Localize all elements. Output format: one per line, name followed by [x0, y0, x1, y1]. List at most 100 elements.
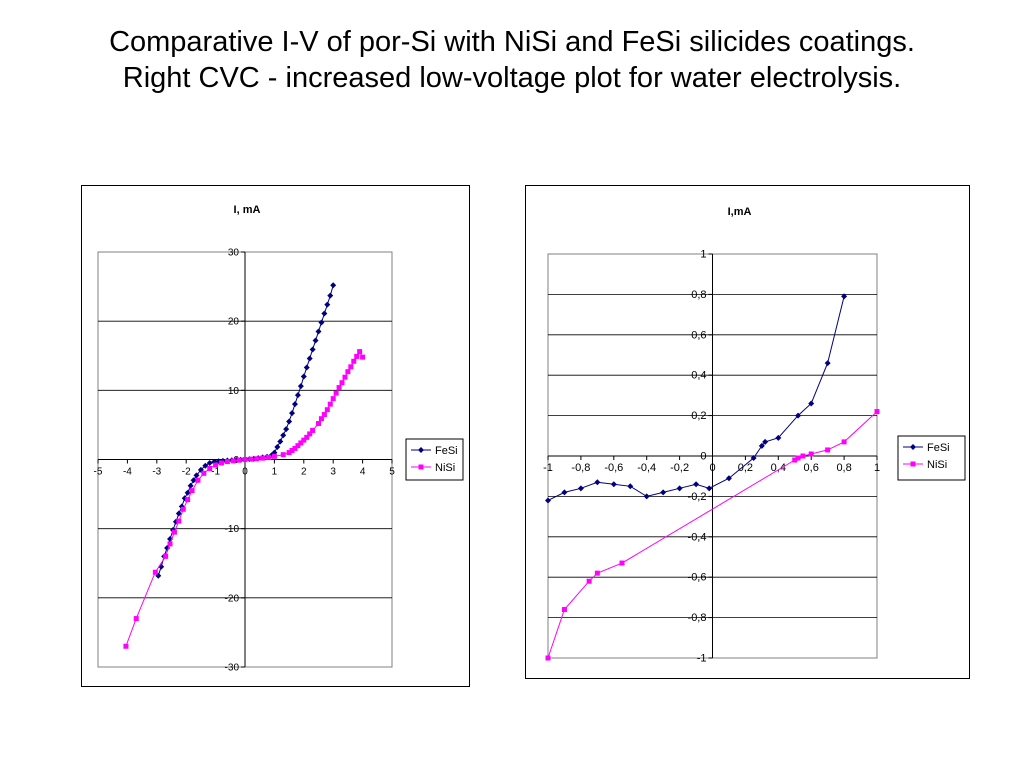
x-tick-label: -0,8	[571, 462, 590, 474]
data-point	[289, 410, 296, 417]
data-point	[354, 353, 360, 359]
data-point	[795, 455, 801, 461]
data-point	[283, 426, 290, 433]
x-tick-label: -2	[182, 467, 191, 478]
data-point	[825, 447, 831, 453]
data-point	[750, 455, 757, 462]
data-point	[324, 407, 330, 413]
x-tick-label: -0,2	[670, 462, 689, 474]
data-point	[195, 477, 201, 483]
data-point	[254, 456, 260, 462]
data-point	[318, 319, 325, 326]
data-point	[280, 452, 286, 458]
data-point	[339, 380, 345, 386]
data-point	[357, 349, 363, 355]
y-tick-label: 0,8	[691, 289, 706, 301]
data-point	[342, 374, 348, 380]
data-point	[201, 470, 207, 476]
chart-iv-low-voltage-plot: I,mA -1 -0,8 -0,6 -0,4 -0,2 0 0,2 0,4 0,6 0,8 1 -1 -0…	[543, 206, 966, 665]
series-fesi	[155, 282, 337, 579]
chart-title: I,mA	[728, 206, 752, 218]
data-point	[242, 457, 248, 462]
data-point	[178, 503, 185, 510]
data-point	[176, 518, 182, 524]
slide-title-line-1: Comparative I-V of por-Si with NiSi and …	[109, 26, 915, 58]
y-tick-label: 0,6	[691, 329, 706, 341]
data-point	[297, 383, 304, 390]
series-line	[547, 296, 845, 501]
data-point	[324, 301, 331, 308]
data-point	[280, 432, 287, 439]
data-point	[762, 438, 769, 445]
data-point	[545, 655, 551, 661]
data-point	[561, 607, 567, 613]
x-tick-label: -4	[123, 467, 132, 478]
data-point	[676, 485, 683, 492]
y-tick-label: -0,8	[688, 612, 707, 624]
legend-marker	[910, 444, 916, 450]
data-point	[336, 385, 342, 391]
chart-iv-full-range: I, mA-5-4-3-2-1012345-30-20-100102030FeS…	[81, 185, 470, 687]
y-tick-label: 20	[228, 317, 240, 328]
data-point	[333, 390, 339, 396]
data-point	[274, 444, 281, 451]
data-point	[289, 448, 295, 454]
data-point	[660, 489, 667, 496]
y-tick-label: -0,2	[688, 491, 707, 503]
data-point	[190, 477, 197, 484]
data-point	[800, 453, 806, 459]
x-tick-label: 2	[301, 467, 307, 478]
data-point	[586, 578, 592, 584]
x-tick-label: -0,6	[604, 462, 623, 474]
legend-label: FeSi	[927, 442, 950, 454]
data-point	[286, 418, 293, 425]
y-tick-label: 1	[700, 249, 706, 261]
data-point	[248, 456, 254, 462]
data-point	[271, 453, 277, 459]
y-tick-label: 0,2	[691, 410, 706, 422]
data-point	[291, 401, 298, 408]
data-point	[294, 392, 301, 399]
data-point	[301, 437, 307, 443]
data-point	[236, 457, 242, 463]
legend	[897, 435, 966, 481]
data-point	[874, 409, 880, 415]
data-point	[309, 346, 316, 353]
data-point	[224, 459, 230, 465]
x-tick-label: 0,6	[804, 462, 819, 474]
legend-marker	[418, 447, 424, 453]
x-tick-label: 3	[330, 467, 336, 478]
data-point	[155, 572, 162, 579]
y-tick-label: -20	[225, 593, 240, 604]
y-tick-label: -10	[225, 524, 240, 535]
x-tick-label: -3	[152, 467, 161, 478]
series-line	[157, 285, 334, 576]
legend-marker	[910, 461, 916, 467]
data-point	[206, 459, 213, 466]
y-tick-label: 0	[700, 451, 706, 463]
data-point	[594, 570, 600, 576]
x-tick-label: 0,8	[836, 462, 851, 474]
data-point	[181, 495, 188, 502]
data-point	[123, 643, 129, 649]
data-point	[316, 421, 321, 427]
data-point	[277, 438, 284, 445]
data-point	[304, 434, 310, 440]
slide-title: Comparative I-V of por-Si with NiSi and …	[0, 24, 1024, 96]
data-point	[193, 472, 200, 479]
data-point	[693, 481, 700, 488]
legend-label: FeSi	[435, 445, 458, 457]
data-point	[315, 328, 322, 335]
data-point	[330, 396, 336, 402]
x-tick-label: 1	[272, 467, 278, 478]
data-point	[171, 529, 177, 535]
y-tick-label: -1	[697, 653, 707, 665]
data-point	[351, 358, 357, 364]
data-point	[167, 541, 173, 547]
data-point	[180, 506, 186, 512]
data-point	[775, 434, 782, 441]
chart-iv-low-voltage: I,mA -1 -0,8 -0,6 -0,4 -0,2 0 0,2 0,4 0,6 0,8 1 -1 -0…	[525, 185, 970, 679]
y-tick-label: 30	[228, 248, 240, 259]
data-point	[303, 364, 310, 371]
data-point	[300, 373, 307, 380]
